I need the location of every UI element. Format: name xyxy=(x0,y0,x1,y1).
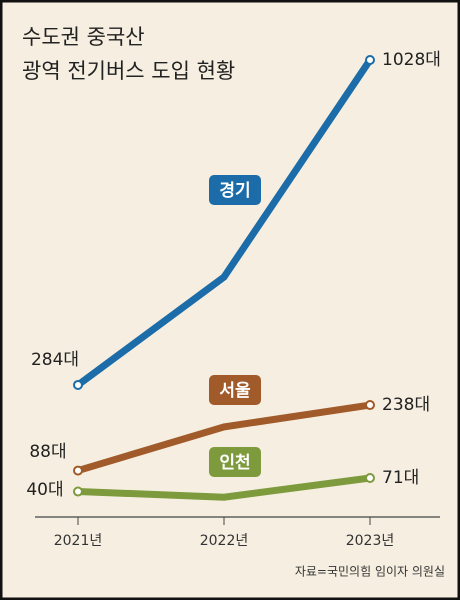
legend-box xyxy=(209,375,261,405)
legend-label: 서울 xyxy=(219,381,251,401)
value-label: 1028대 xyxy=(382,50,441,70)
point xyxy=(73,379,83,390)
source: 자료=국민의힘 임이자 의원실 xyxy=(295,565,445,579)
series-line xyxy=(77,474,371,501)
value-label: 71대 xyxy=(382,468,419,488)
legend-box xyxy=(209,175,261,205)
point xyxy=(73,486,83,497)
value-label: 238대 xyxy=(382,395,430,415)
point xyxy=(365,472,375,483)
x-tick-label: 2023년 xyxy=(346,533,395,549)
chart-title: 수도권 중국산 xyxy=(22,25,145,49)
series-line xyxy=(75,58,373,388)
value-label: 40대 xyxy=(26,480,63,500)
value-label: 88대 xyxy=(29,442,66,462)
point xyxy=(365,400,375,411)
series-line xyxy=(76,401,371,474)
legend-label: 인천 xyxy=(219,453,250,473)
value-label: 284대 xyxy=(31,350,79,370)
point xyxy=(73,465,83,476)
legend-box xyxy=(209,447,261,477)
x-tick-label: 2021년 xyxy=(54,533,103,549)
legend-label: 경기 xyxy=(219,181,250,201)
chart-title: 광역 전기버스 도입 현황 xyxy=(22,59,235,83)
x-tick-label: 2022년 xyxy=(200,533,249,549)
point xyxy=(365,55,375,65)
